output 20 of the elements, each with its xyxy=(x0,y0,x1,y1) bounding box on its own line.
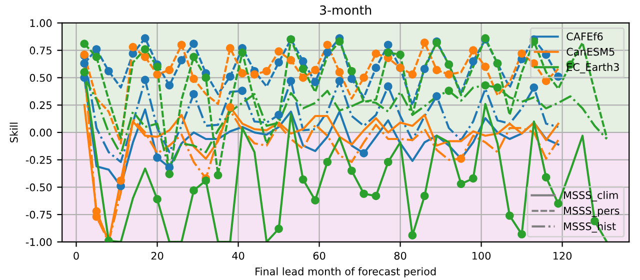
y-tick-label: -0.25 xyxy=(26,156,52,164)
x-tick-label: 40 xyxy=(232,252,244,260)
x-tick-label: 100 xyxy=(472,252,491,260)
x-tick-label: 120 xyxy=(553,252,572,260)
x-tick-label: 20 xyxy=(151,252,164,260)
x-tick-label: 80 xyxy=(394,252,406,260)
chart-title: 3-month xyxy=(320,5,372,15)
x-tick-label: 0 xyxy=(74,252,79,260)
y-tick-label: 0.00 xyxy=(30,128,52,137)
y-tick-label: 1.00 xyxy=(30,19,52,28)
y-tick-label: -0.50 xyxy=(26,183,52,192)
x-axis-title: Final lead month of forecast period xyxy=(256,267,436,278)
y-tick-label: 0.25 xyxy=(30,101,52,110)
x-tick-label: 60 xyxy=(313,252,326,260)
y-tick-label: -1.00 xyxy=(26,238,52,246)
legend-label: CAFEf6 xyxy=(566,32,603,40)
y-tick-label: 0.75 xyxy=(30,46,52,54)
y-axis-title: Skill xyxy=(10,122,18,142)
y-tick-label: 0.50 xyxy=(30,74,52,82)
y-tick-label: -0.75 xyxy=(26,210,52,219)
